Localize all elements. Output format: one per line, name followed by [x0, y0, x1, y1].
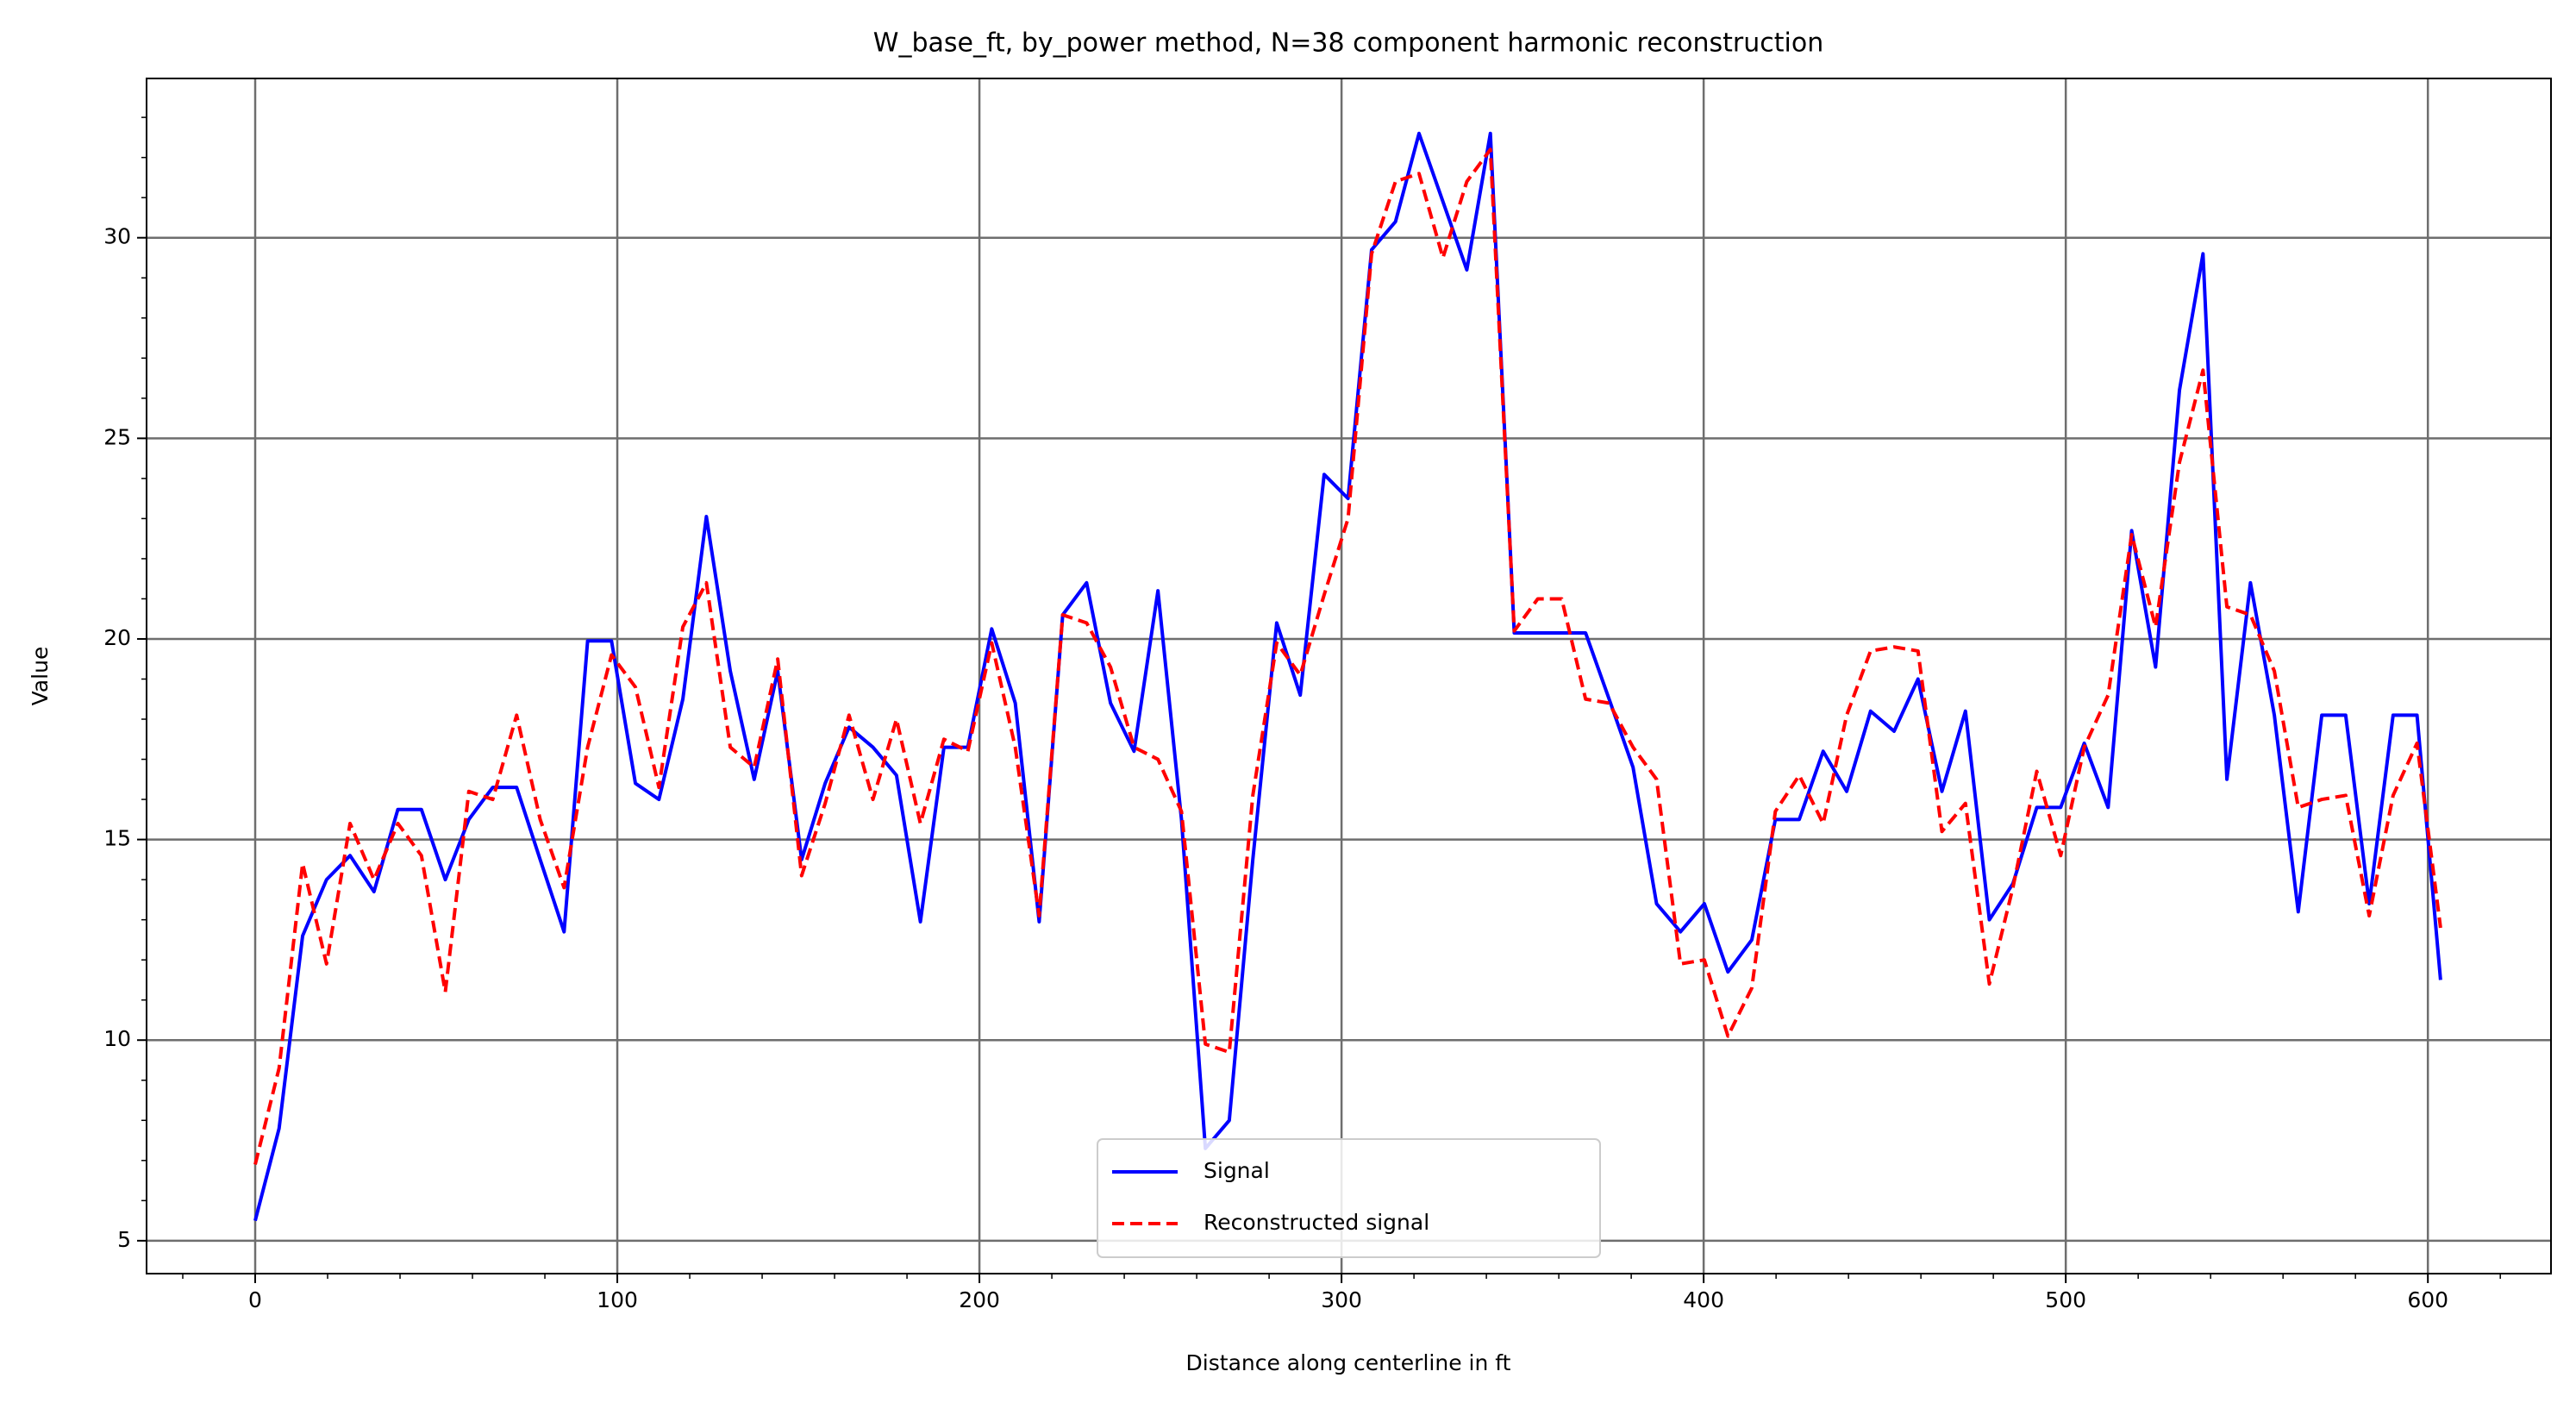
x-tick-label: 600	[2407, 1287, 2448, 1312]
y-tick-label: 25	[103, 424, 131, 449]
x-tick-label: 500	[2045, 1287, 2086, 1312]
legend-label: Signal	[1204, 1158, 1270, 1183]
x-axis-label: Distance along centerline in ft	[1186, 1350, 1511, 1375]
plot-frame	[146, 78, 2552, 1274]
x-tick-label: 200	[959, 1287, 1000, 1312]
series-line	[253, 147, 2442, 1165]
y-tick-label: 5	[117, 1227, 131, 1252]
y-tick-label: 30	[103, 224, 131, 249]
y-tick-label: 20	[103, 625, 131, 650]
y-tick-label: 15	[103, 826, 131, 851]
legend-label: Reconstructed signal	[1204, 1210, 1429, 1235]
legend-box	[1097, 1138, 1601, 1258]
x-tick-label: 300	[1321, 1287, 1362, 1312]
y-axis-label: Value	[28, 647, 53, 706]
x-tick-label: 100	[597, 1287, 638, 1312]
series-line	[253, 131, 2442, 1222]
y-tick-label: 10	[103, 1026, 131, 1051]
x-tick-label: 400	[1683, 1287, 1724, 1312]
legend: Signal Reconstructed signal	[1097, 1138, 1601, 1258]
chart-title: W_base_ft, by_power method, N=38 compone…	[873, 28, 1823, 59]
x-tick-label: 0	[248, 1287, 262, 1312]
